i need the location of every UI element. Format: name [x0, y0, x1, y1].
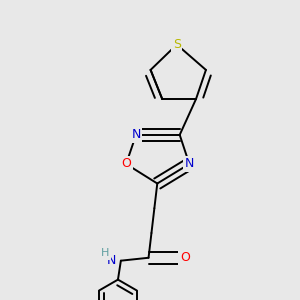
Text: S: S [173, 38, 181, 51]
Text: O: O [180, 251, 190, 264]
Text: H: H [101, 248, 109, 258]
Text: N: N [184, 158, 194, 170]
Text: N: N [107, 254, 116, 267]
Text: O: O [121, 158, 131, 170]
Text: N: N [131, 128, 141, 141]
